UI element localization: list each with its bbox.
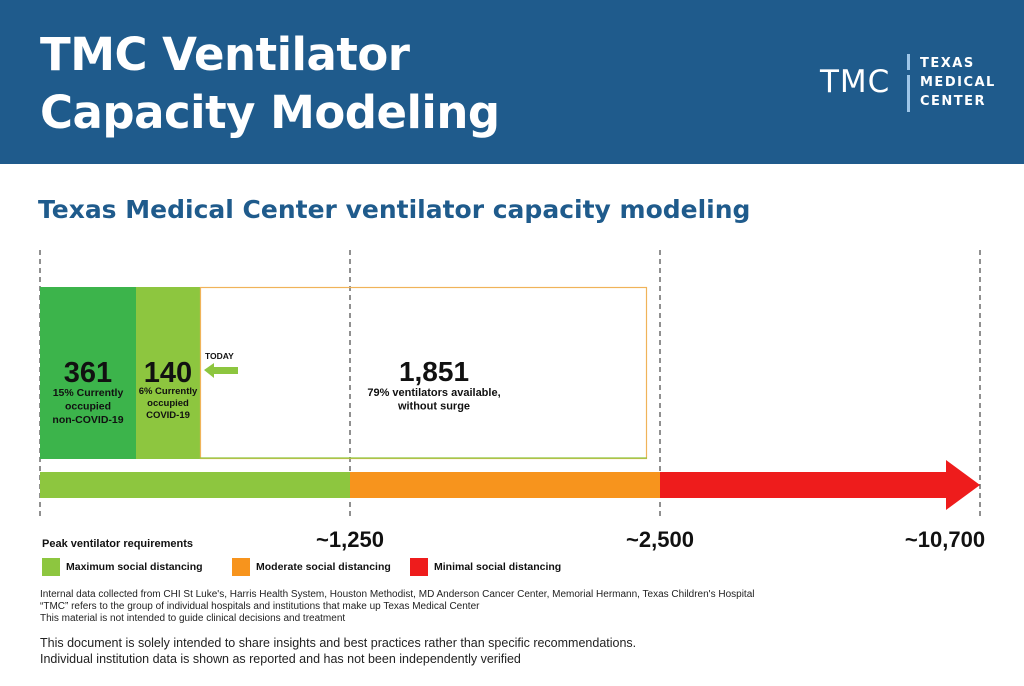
title-line-2: Capacity Modeling [40,86,500,139]
desc-label-covid: 6% Currently [139,386,198,397]
bar-segment-non-covid [40,287,136,459]
chart-title: Texas Medical Center ventilator capacity… [38,195,751,224]
desc-label-non-covid: non-COVID-19 [52,414,123,426]
desc-label-non-covid: occupied [65,401,111,413]
logo-word-2: MEDICAL [920,75,996,90]
note-data-source: Internal data collected from CHI St Luke… [40,589,755,600]
band-minimal-arrow [660,460,980,510]
legend-title: Peak ventilator requirements [42,538,194,550]
desc-label-covid: occupied [147,398,189,409]
note-clinical-disclaimer: This material is not intended to guide c… [40,613,346,624]
legend-swatch-moderate [232,558,250,576]
desc-label-covid: COVID-19 [146,410,190,421]
threshold-label: ~10,700 [905,527,985,552]
logo-mark: TMC [820,64,891,100]
page-title: TMC Ventilator Capacity Modeling [40,26,500,142]
logo-word-3: CENTER [920,94,987,109]
legend-swatch-minimal [410,558,428,576]
threshold-label: ~2,500 [626,527,694,552]
desc-label-available: without surge [397,401,470,413]
header-banner: TMC Ventilator Capacity Modeling TMC TEX… [0,0,1024,164]
legend-label-minimal: Minimal social distancing [434,561,562,573]
logo-wordmark: TEXAS MEDICAL CENTER [920,54,996,111]
value-label-non-covid: 361 [64,357,112,389]
disclaimer-line-1: This document is solely intended to shar… [40,636,637,650]
logo-divider [906,54,911,112]
bar-segment-covid [136,287,200,459]
band-moderate [350,472,660,498]
threshold-label: ~1,250 [316,527,384,552]
legend-label-maximum: Maximum social distancing [66,561,203,573]
today-arrow-icon [204,363,238,378]
band-maximum [40,472,350,498]
tmc-logo: TMC TEXAS MEDICAL CENTER [820,52,1005,112]
disclaimer-line-2: Individual institution data is shown as … [40,652,521,666]
logo-word-1: TEXAS [920,56,975,71]
legend-swatch-maximum [42,558,60,576]
value-label-available: 1,851 [399,356,469,387]
legend-label-moderate: Moderate social distancing [256,561,391,573]
today-label: TODAY [205,351,234,361]
title-line-1: TMC Ventilator [40,28,410,81]
value-label-covid: 140 [144,357,192,389]
desc-label-available: 79% ventilators available, [367,387,500,399]
note-tmc-definition: “TMC” refers to the group of individual … [40,601,480,612]
desc-label-non-covid: 15% Currently [53,387,124,399]
